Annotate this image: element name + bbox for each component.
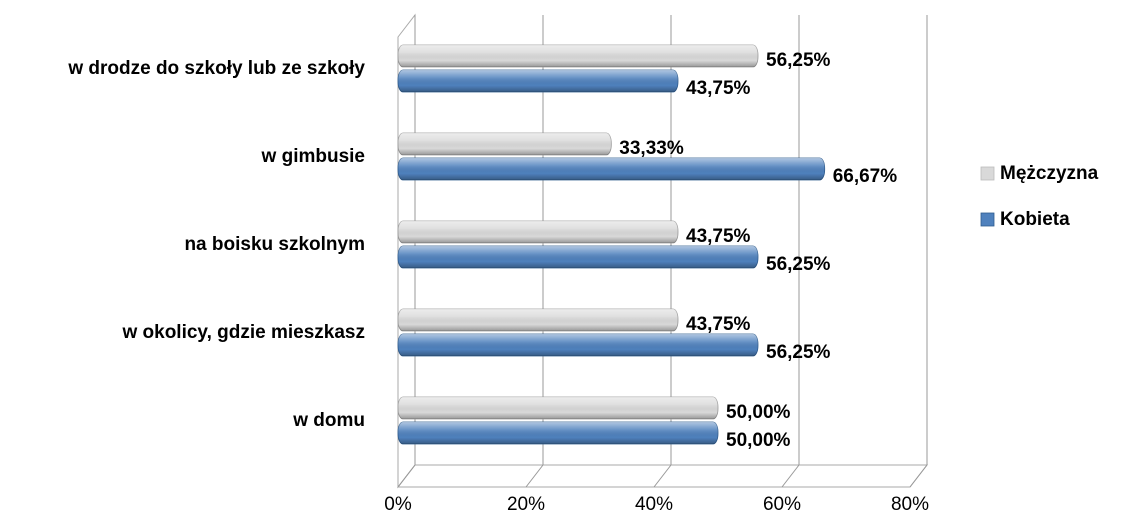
bar-shine: [398, 334, 758, 356]
value-label: 33,33%: [619, 138, 684, 159]
value-label: 56,25%: [766, 342, 831, 363]
x-tick-label: 80%: [891, 494, 929, 515]
floor-tick: [909, 464, 928, 488]
category-label: w okolicy, gdzie mieszkasz: [121, 322, 365, 343]
floor-tick: [653, 464, 672, 488]
legend-swatch: [980, 212, 995, 227]
bar-shine: [398, 309, 678, 331]
value-label: 43,75%: [686, 226, 751, 247]
category-label: w domu: [292, 410, 365, 431]
value-label: 50,00%: [726, 430, 791, 451]
bar-shine: [398, 70, 678, 92]
x-tick-label: 60%: [763, 494, 801, 515]
value-label: 56,25%: [766, 50, 831, 71]
value-label: 56,25%: [766, 254, 831, 275]
legend-label: Mężczyzna: [1000, 163, 1099, 184]
x-tick-label: 0%: [384, 494, 412, 515]
category-label: w drodze do szkoły lub ze szkoły: [67, 58, 365, 79]
value-label: 66,67%: [833, 166, 898, 187]
value-label: 43,75%: [686, 78, 751, 99]
floor-tick: [525, 464, 544, 488]
bar-shine: [398, 158, 825, 180]
bar-shine: [398, 133, 612, 155]
bar-shine: [398, 397, 718, 419]
floor-tick: [397, 464, 416, 488]
x-tick-label: 20%: [507, 494, 545, 515]
x-tick-label: 40%: [635, 494, 673, 515]
category-label: na boisku szkolnym: [184, 234, 365, 255]
bar-shine: [398, 221, 678, 243]
legend-swatch: [980, 166, 995, 181]
bar-shine: [398, 45, 758, 67]
value-label: 50,00%: [726, 402, 791, 423]
bar-shine: [398, 246, 758, 268]
legend-label: Kobieta: [1000, 209, 1070, 230]
floor-tick: [781, 464, 800, 488]
value-label: 43,75%: [686, 314, 751, 335]
category-label: w gimbusie: [261, 146, 365, 167]
bar-shine: [398, 422, 718, 444]
